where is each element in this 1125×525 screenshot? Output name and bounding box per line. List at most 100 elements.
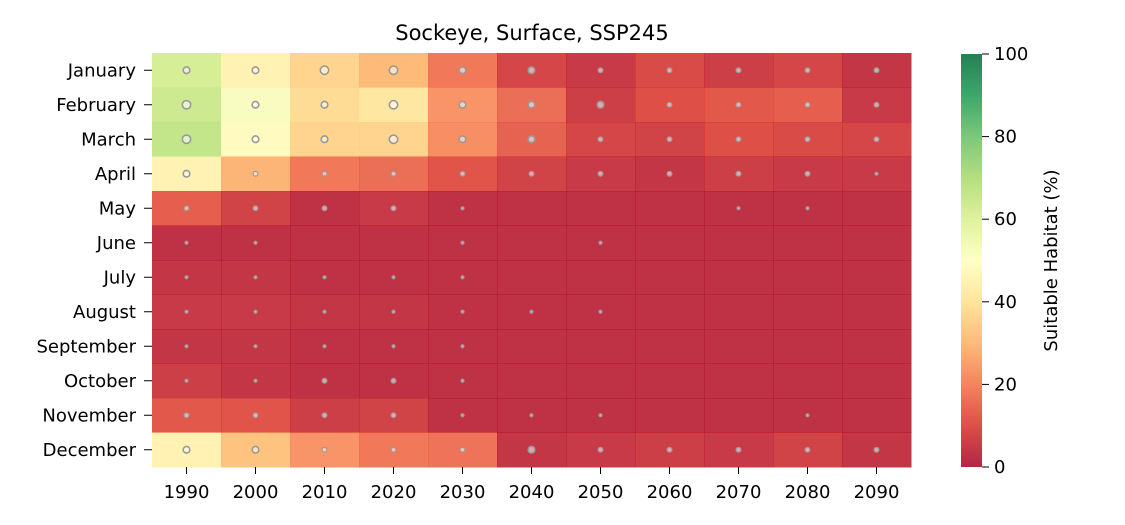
heatmap-cell bbox=[842, 398, 912, 433]
uncertainty-marker bbox=[873, 136, 880, 143]
heatmap-cell bbox=[497, 191, 567, 226]
uncertainty-marker bbox=[596, 100, 605, 109]
uncertainty-marker bbox=[735, 67, 742, 74]
uncertainty-marker bbox=[598, 413, 603, 418]
uncertainty-marker bbox=[459, 170, 466, 177]
uncertainty-marker bbox=[736, 206, 741, 211]
heatmap-cell bbox=[566, 191, 636, 226]
x-tick-label: 2090 bbox=[854, 482, 900, 503]
uncertainty-marker bbox=[253, 378, 258, 383]
uncertainty-marker bbox=[321, 205, 328, 212]
heatmap-cell bbox=[773, 329, 843, 364]
uncertainty-marker bbox=[391, 344, 396, 349]
uncertainty-marker bbox=[391, 275, 396, 280]
y-tick-label: April bbox=[95, 164, 136, 185]
heatmap-cell bbox=[635, 363, 705, 399]
uncertainty-marker bbox=[529, 309, 534, 314]
heatmap-cell bbox=[635, 225, 705, 261]
uncertainty-marker bbox=[321, 377, 328, 384]
y-tick-label: February bbox=[56, 95, 136, 116]
x-tick-label: 2050 bbox=[578, 482, 624, 503]
uncertainty-marker bbox=[253, 344, 258, 349]
uncertainty-marker bbox=[322, 275, 327, 280]
uncertainty-marker bbox=[251, 135, 260, 144]
uncertainty-marker bbox=[251, 100, 260, 109]
uncertainty-marker bbox=[183, 205, 190, 212]
uncertainty-marker bbox=[460, 240, 465, 245]
heatmap-cell bbox=[566, 260, 636, 295]
y-tick-label: January bbox=[67, 60, 137, 81]
x-tick-label: 2070 bbox=[716, 482, 762, 503]
uncertainty-marker bbox=[184, 240, 189, 245]
y-tick-label: June bbox=[96, 233, 136, 254]
y-tick-label: May bbox=[99, 198, 137, 219]
uncertainty-marker bbox=[460, 378, 465, 383]
heatmap-cell bbox=[773, 225, 843, 261]
uncertainty-marker bbox=[527, 66, 536, 75]
uncertainty-marker bbox=[735, 170, 742, 177]
y-tick-label: March bbox=[81, 129, 136, 150]
uncertainty-marker bbox=[666, 136, 673, 143]
uncertainty-marker bbox=[666, 446, 673, 453]
y-tick-label: September bbox=[37, 336, 137, 357]
uncertainty-marker bbox=[184, 309, 189, 314]
colorbar-tick-label: 0 bbox=[994, 457, 1005, 478]
heatmap-cell bbox=[842, 191, 912, 226]
heatmap-cell bbox=[497, 260, 567, 295]
uncertainty-marker bbox=[183, 412, 190, 419]
colorbar-tick-label: 80 bbox=[994, 127, 1017, 148]
uncertainty-marker bbox=[390, 446, 397, 453]
x-tick-label: 2040 bbox=[509, 482, 555, 503]
uncertainty-marker bbox=[251, 66, 260, 75]
x-tick-label: 2020 bbox=[371, 482, 417, 503]
uncertainty-marker bbox=[388, 134, 399, 145]
uncertainty-marker bbox=[321, 412, 328, 419]
x-tick-label: 1990 bbox=[164, 482, 210, 503]
uncertainty-marker bbox=[597, 136, 604, 143]
uncertainty-marker bbox=[873, 67, 880, 74]
heatmap-cell bbox=[842, 329, 912, 364]
heatmap-cell bbox=[773, 363, 843, 399]
uncertainty-marker bbox=[390, 412, 397, 419]
colorbar-tick-label: 20 bbox=[994, 374, 1017, 395]
heatmap-cell bbox=[635, 398, 705, 433]
x-tick-label: 2080 bbox=[785, 482, 831, 503]
uncertainty-marker bbox=[805, 206, 810, 211]
uncertainty-marker bbox=[320, 100, 329, 109]
uncertainty-marker bbox=[597, 170, 604, 177]
uncertainty-marker bbox=[458, 66, 467, 75]
heatmap-cell bbox=[704, 260, 774, 295]
uncertainty-marker bbox=[320, 135, 329, 144]
heatmap-cell bbox=[704, 294, 774, 330]
uncertainty-marker bbox=[527, 100, 536, 109]
y-tick-labels: January February March April May June July Augu… bbox=[37, 60, 152, 461]
uncertainty-marker bbox=[460, 344, 465, 349]
heatmap-cell bbox=[359, 225, 429, 261]
uncertainty-marker bbox=[804, 446, 811, 453]
uncertainty-marker bbox=[252, 412, 259, 419]
uncertainty-marker bbox=[253, 309, 258, 314]
colorbar bbox=[961, 54, 982, 467]
heatmap-cell bbox=[635, 191, 705, 226]
uncertainty-marker bbox=[181, 134, 192, 145]
uncertainty-marker bbox=[528, 170, 535, 177]
heatmap-cell bbox=[842, 225, 912, 261]
x-tick-label: 2030 bbox=[440, 482, 486, 503]
uncertainty-marker bbox=[252, 170, 259, 177]
x-tick-label: 2060 bbox=[647, 482, 693, 503]
heatmap-cell bbox=[773, 260, 843, 295]
uncertainty-marker bbox=[597, 446, 604, 453]
heatmap-cell bbox=[635, 260, 705, 295]
uncertainty-marker bbox=[735, 446, 742, 453]
y-tick-label: October bbox=[64, 371, 137, 392]
uncertainty-marker bbox=[252, 205, 259, 212]
uncertainty-marker bbox=[182, 66, 191, 75]
uncertainty-marker bbox=[182, 445, 191, 454]
chart-title: Sockeye, Surface, SSP245 bbox=[395, 21, 669, 45]
uncertainty-marker bbox=[388, 99, 399, 110]
heatmap-cell bbox=[704, 363, 774, 399]
x-tick-label: 2010 bbox=[302, 482, 348, 503]
uncertainty-marker bbox=[873, 101, 880, 108]
colorbar-tick-label: 60 bbox=[994, 209, 1017, 230]
uncertainty-marker bbox=[388, 65, 399, 76]
